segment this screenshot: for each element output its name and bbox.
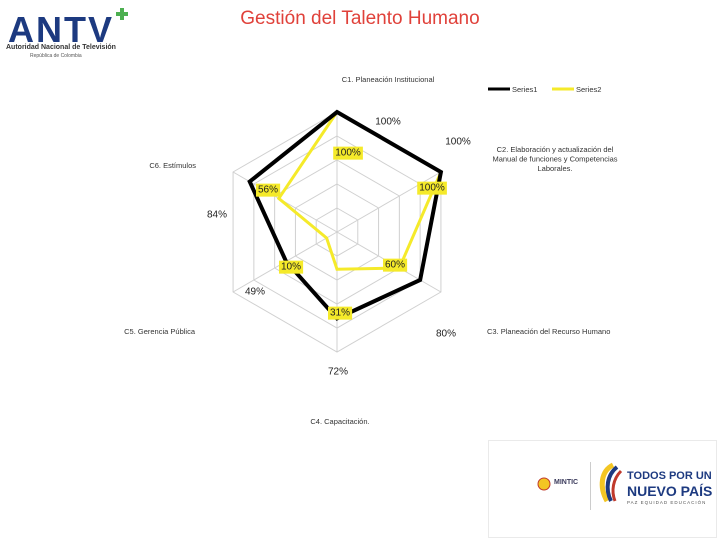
todos-line2: NUEVO PAÍS <box>627 483 713 499</box>
legend-label-2: Series2 <box>576 85 601 94</box>
legend-label-1: Series1 <box>512 85 537 94</box>
series-line-1 <box>247 109 444 321</box>
colombia-shield-icon <box>537 477 551 491</box>
logo-text: ANTV <box>8 9 114 50</box>
chart-legend: Series1 Series2 <box>488 85 601 94</box>
value-label-bg-s2-3 <box>382 258 408 272</box>
value-label-bg-s2-1 <box>333 146 363 160</box>
category-label-5: C5. Gerencia Pública <box>124 327 196 336</box>
radar-labels: 100% 100% 80% 72% 49% 84% 100% 100% 60% 31% 10% 56%… <box>124 75 618 426</box>
todos-por-un-nuevo-pais-icon <box>599 462 623 503</box>
logo-caption: República de Colombia <box>30 53 82 59</box>
radar-series <box>247 109 444 321</box>
value-label-s2-1: 100% <box>335 148 361 159</box>
page-title: Gestión del Talento Humano <box>240 8 480 29</box>
value-label-bg-s2-2 <box>417 181 447 195</box>
category-label-2: C2. Elaboración y actualización del Manua… <box>492 145 617 173</box>
value-label-s1-1: 100% <box>375 117 401 128</box>
value-label-s2-2: 100% <box>419 183 445 194</box>
value-label-s2-4: 31% <box>330 308 350 319</box>
antv-logo: ANTV <box>8 8 128 50</box>
value-label-s2-6: 56% <box>258 185 278 196</box>
footer-divider <box>590 462 591 510</box>
value-label-s2-5: 10% <box>281 262 301 273</box>
footer-logos <box>488 440 717 538</box>
value-label-bg-s2-5 <box>278 260 304 274</box>
category-label-3: C3. Planeación del Recurso Humano <box>487 327 610 336</box>
todos-line1: TODOS POR UN <box>627 470 712 482</box>
plus-icon <box>116 8 128 20</box>
category-label-6: C6. Estímulos <box>149 161 196 170</box>
value-label-bg-s2-6 <box>255 183 281 197</box>
value-label-s1-4: 72% <box>328 367 348 378</box>
value-label-s1-2: 100% <box>445 137 471 148</box>
todos-line3: PAZ EQUIDAD EDUCACIÓN <box>627 500 707 505</box>
value-label-s1-3: 80% <box>436 329 456 340</box>
mintic-logo-text: MINTIC <box>554 479 579 486</box>
value-label-s1-6: 84% <box>207 210 227 221</box>
grid-spoke-2 <box>336 171 442 233</box>
category-label-4: C4. Capacitación. <box>310 417 369 426</box>
logo-subtitle: Autoridad Nacional de Televisión <box>6 44 116 51</box>
value-label-s1-5: 49% <box>245 287 265 298</box>
value-label-s2-3: 60% <box>385 260 405 271</box>
value-label-bg-s2-4 <box>327 306 353 320</box>
category-label-1: C1. Planeación Institucional <box>342 75 435 84</box>
